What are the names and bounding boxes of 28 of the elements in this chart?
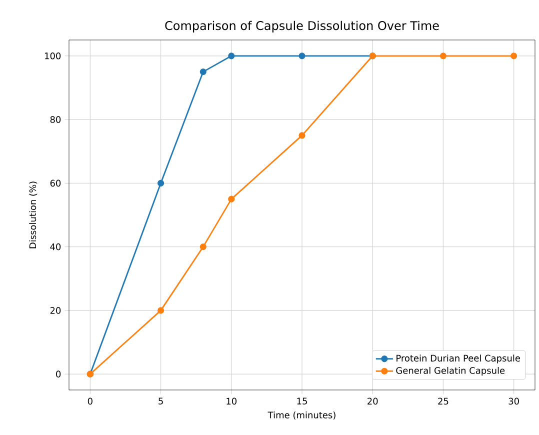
point bbox=[440, 52, 447, 60]
x-tick-label: 15 bbox=[297, 398, 307, 404]
point bbox=[510, 52, 518, 60]
legend-label: Protein Durian Peel Capsule bbox=[396, 354, 520, 364]
x-axis-title: Time (minutes) bbox=[268, 411, 336, 420]
x-tick-label: 10 bbox=[226, 398, 237, 405]
point bbox=[157, 307, 164, 314]
y-tick-label: 0 bbox=[56, 370, 61, 378]
y-tick-label: 100 bbox=[45, 52, 61, 60]
chart-title: Comparison of Capsule Dissolution Over Time bbox=[165, 20, 439, 32]
point bbox=[298, 132, 306, 139]
y-tick-label: 40 bbox=[50, 243, 61, 250]
y-axis-title: Dissolution (%) bbox=[29, 182, 38, 248]
x-tick-label: 0 bbox=[88, 398, 92, 405]
y-tick-label: 60 bbox=[50, 180, 61, 187]
point bbox=[157, 180, 164, 186]
point bbox=[200, 244, 206, 250]
y-tick-label: 20 bbox=[50, 307, 61, 314]
x-tick-label: 5 bbox=[158, 398, 163, 404]
x-tick-label: 30 bbox=[508, 398, 519, 405]
point bbox=[228, 196, 235, 202]
point bbox=[200, 68, 206, 76]
y-tick-label: 80 bbox=[50, 116, 61, 123]
x-tick-label: 20 bbox=[368, 398, 378, 405]
point bbox=[228, 52, 235, 60]
x-tick-label: 25 bbox=[438, 398, 448, 405]
point bbox=[298, 52, 306, 60]
legend-label: General Gelatin Capsule bbox=[396, 366, 505, 376]
